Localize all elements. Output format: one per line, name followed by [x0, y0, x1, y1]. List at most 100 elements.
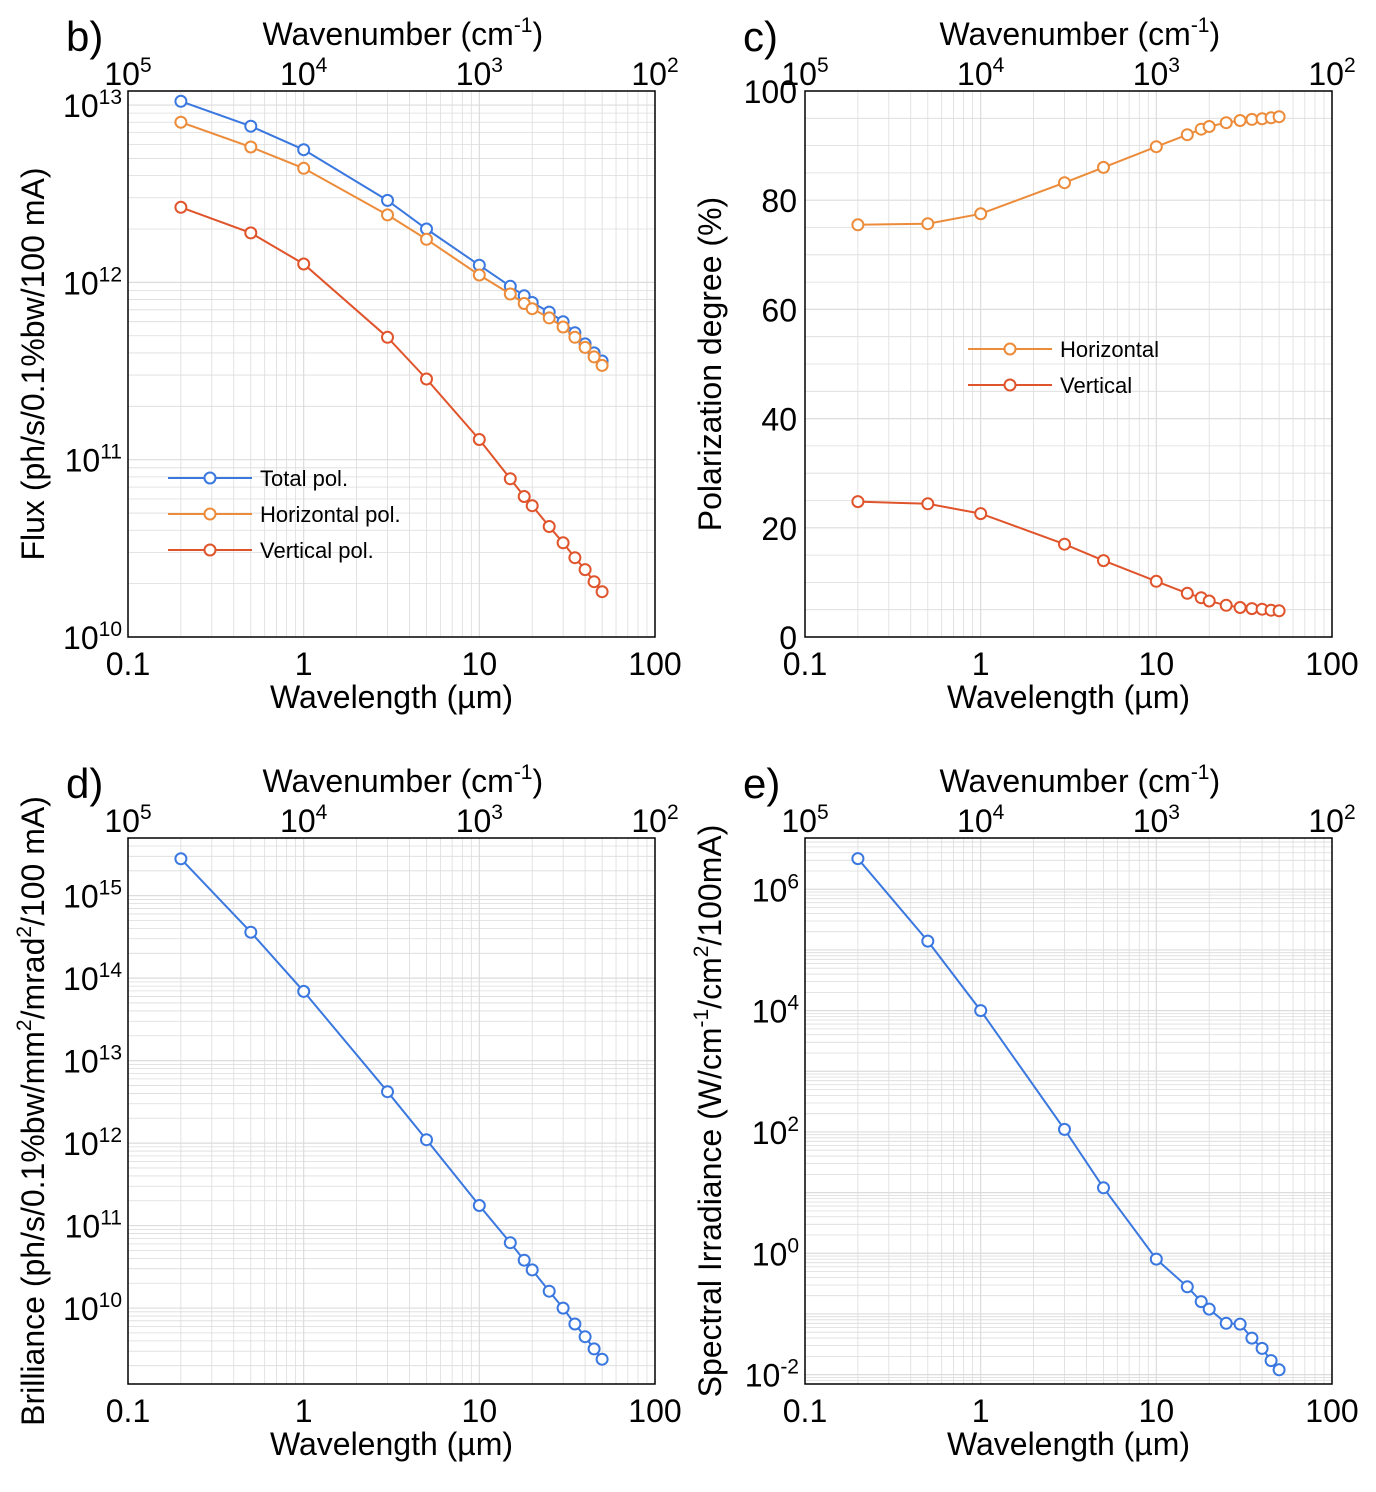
data-point — [1233, 1317, 1247, 1331]
data-point — [420, 372, 433, 386]
panel-label: b) — [66, 13, 103, 60]
top-tick-label: 104 — [957, 54, 1005, 92]
x-tick-label: 100 — [1305, 1393, 1358, 1429]
series-vertical — [851, 495, 1286, 618]
legend-marker — [203, 471, 217, 485]
y-tick-label: 104 — [752, 992, 800, 1030]
top-tick-label: 102 — [631, 801, 678, 839]
x-tick-label: 0.1 — [106, 1393, 150, 1429]
y-axis-label: Flux (ph/s/0.1%bw/100 mA) — [15, 167, 51, 560]
legend-label: Horizontal pol. — [260, 502, 401, 527]
x-tick-label: 1 — [295, 646, 313, 682]
data-point — [1180, 128, 1194, 142]
y-tick-label: 1011 — [65, 1207, 122, 1245]
top-axis-label: Wavenumber (cm-1) — [263, 761, 544, 799]
data-point — [420, 232, 433, 246]
data-point — [297, 257, 311, 271]
data-point — [297, 161, 311, 175]
data-point — [472, 1199, 486, 1212]
series-horizontal-pol — [174, 115, 609, 372]
top-tick-label: 103 — [1133, 54, 1180, 92]
x-tick-label: 1 — [972, 646, 990, 682]
data-point — [244, 119, 258, 133]
top-tick-label: 103 — [456, 801, 503, 839]
top-axis-label: Wavenumber (cm-1) — [263, 14, 544, 52]
series-total-pol — [174, 94, 609, 368]
panel-label: c) — [743, 13, 778, 60]
top-tick-label: 103 — [1133, 801, 1180, 839]
data-point — [525, 499, 539, 513]
data-point — [1202, 120, 1216, 133]
data-point — [1180, 1280, 1194, 1294]
x-axis-label: Wavelength (µm) — [947, 1426, 1190, 1462]
data-point — [578, 1330, 592, 1344]
series-line — [857, 115, 1280, 226]
data-point — [381, 330, 394, 344]
data-point — [174, 115, 188, 129]
y-axis-label: Spectral Irradiance (W/cm-1/cm2/100mA) — [690, 825, 728, 1398]
top-tick-label: 104 — [957, 801, 1005, 839]
legend-marker — [203, 507, 217, 521]
data-point — [974, 207, 988, 221]
data-point — [851, 218, 865, 232]
series-spectral-irradiance — [851, 852, 1286, 1377]
y-tick-label: 100 — [744, 74, 797, 110]
y-tick-label: 1010 — [63, 618, 122, 656]
grid — [805, 91, 1332, 637]
top-axis-label: Wavenumber (cm-1) — [940, 14, 1221, 52]
top-axis-label: Wavenumber (cm-1) — [940, 761, 1221, 799]
panel-b: 0.1 1 10 100 Wavelength (µm) 105 104 103 102 Wave… — [15, 13, 682, 715]
top-tick-label: 105 — [781, 54, 828, 92]
data-point — [1219, 1316, 1233, 1330]
y-axis-label: Brilliance (ph/s/0.1%bw/mm2/mrad2/100 mA… — [13, 796, 51, 1426]
data-point — [1255, 1341, 1269, 1355]
y-tick-label: 1014 — [63, 959, 122, 997]
data-point — [974, 1004, 988, 1018]
y-tick-label: 1010 — [63, 1289, 122, 1327]
y-axis-label: Polarization degree (%) — [692, 197, 728, 531]
y-tick-label: 102 — [752, 1113, 799, 1151]
data-point — [1272, 604, 1286, 618]
legend-label: Vertical — [1060, 373, 1132, 398]
legend: Total pol. Horizontal pol. Vertical pol. — [168, 466, 401, 563]
data-point — [587, 575, 601, 589]
data-point — [503, 1236, 517, 1250]
x-tick-label: 100 — [628, 646, 681, 682]
x-axis-label: Wavelength (µm) — [270, 1426, 513, 1462]
data-point — [851, 495, 865, 509]
data-point — [381, 1085, 394, 1099]
y-tick-label: 1012 — [63, 263, 122, 301]
data-point — [921, 497, 935, 511]
data-point — [556, 536, 570, 550]
data-point — [1202, 1302, 1216, 1316]
y-tick-label: 1012 — [63, 1124, 122, 1162]
x-tick-label: 0.1 — [783, 1393, 827, 1429]
data-point — [1272, 110, 1286, 124]
x-tick-label: 100 — [1305, 646, 1358, 682]
data-point — [244, 925, 258, 939]
data-point — [587, 350, 601, 364]
y-tick-label: 106 — [752, 870, 799, 908]
data-point — [595, 1352, 609, 1366]
data-point — [517, 1253, 531, 1267]
data-point — [381, 193, 394, 207]
grid — [128, 838, 655, 1384]
series-horizontal — [851, 110, 1286, 232]
top-tick-label: 105 — [104, 54, 151, 92]
x-tick-label: 0.1 — [106, 646, 150, 682]
legend-label: Vertical pol. — [260, 538, 374, 563]
y-tick-label: 60 — [761, 292, 797, 328]
data-point — [921, 934, 935, 948]
x-axis-label: Wavelength (µm) — [947, 679, 1190, 715]
series-line — [180, 206, 603, 593]
data-point — [517, 490, 531, 503]
data-point — [244, 140, 258, 154]
y-tick-label: 10-2 — [745, 1356, 799, 1394]
data-point — [1233, 601, 1247, 614]
data-point — [174, 852, 188, 866]
panel-e: 0.1 1 10 100 Wavelength (µm) 105 104 103 102 Wave… — [690, 760, 1359, 1462]
data-point — [595, 358, 609, 372]
data-point — [974, 507, 988, 521]
data-point — [1149, 1252, 1163, 1266]
